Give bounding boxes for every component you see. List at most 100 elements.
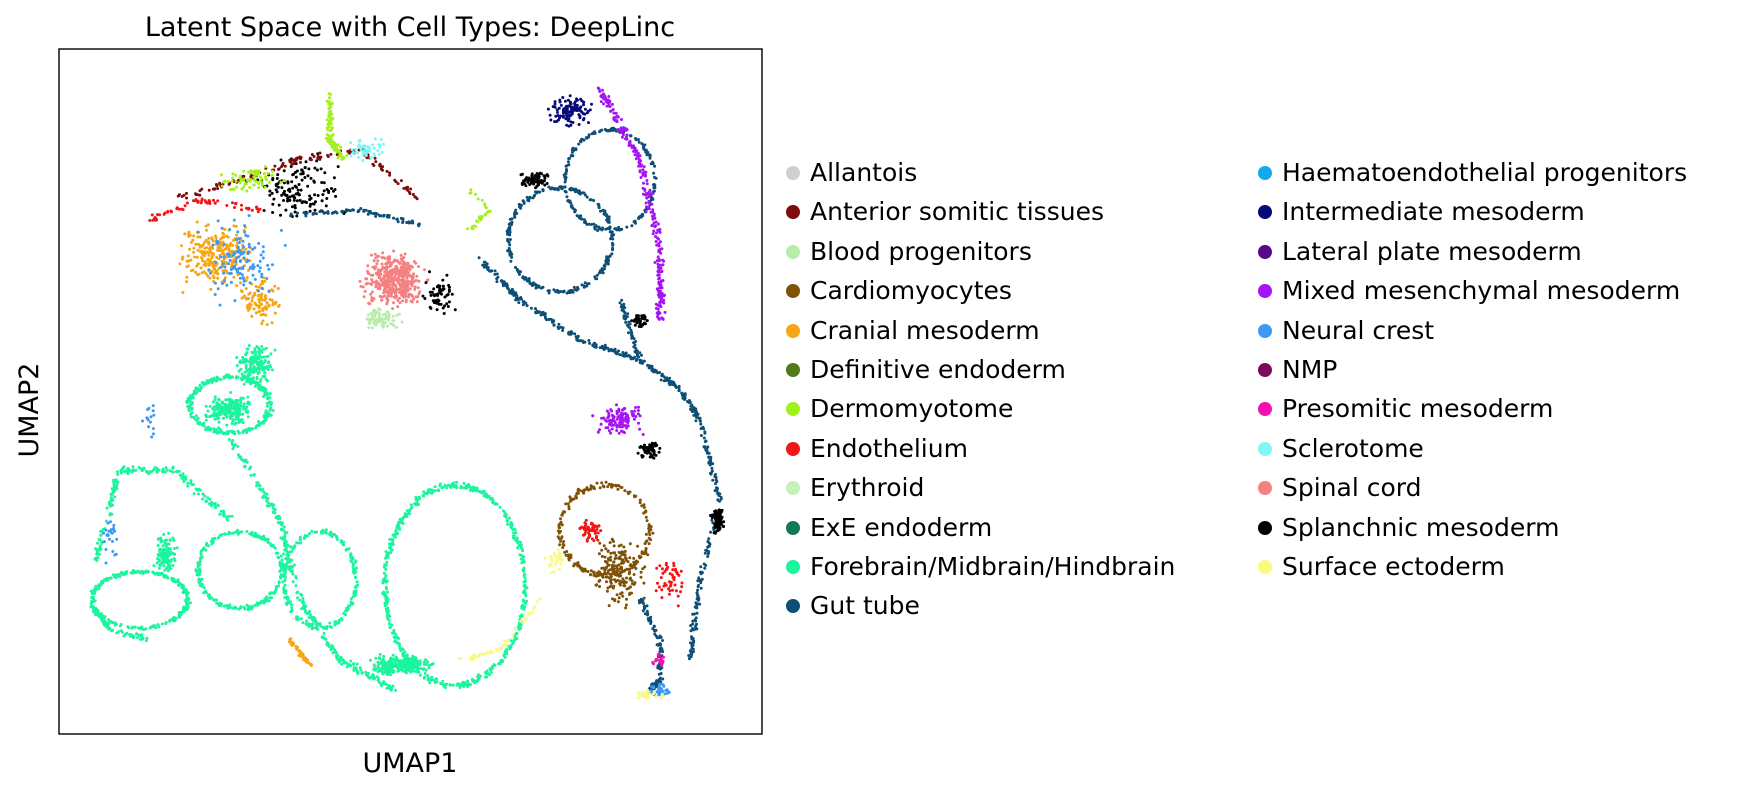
scatter-point (208, 276, 212, 280)
scatter-point (208, 404, 212, 408)
scatter-point (523, 277, 527, 281)
scatter-point (398, 274, 402, 278)
scatter-point (199, 266, 203, 270)
scatter-point (366, 313, 370, 317)
scatter-point (400, 320, 404, 324)
scatter-point (183, 204, 187, 208)
scatter-point (339, 145, 343, 149)
scatter-point (210, 236, 214, 240)
scatter-point (458, 686, 462, 689)
scatter-point (414, 495, 418, 499)
scatter-point (216, 240, 220, 244)
scatter-point (273, 164, 277, 168)
scatter-point (113, 621, 117, 625)
scatter-point (230, 179, 234, 183)
scatter-point (128, 633, 132, 636)
scatter-point (611, 246, 615, 250)
scatter-point (254, 426, 258, 430)
scatter-point (515, 268, 519, 272)
scatter-point (239, 377, 243, 381)
scatter-point (94, 556, 98, 560)
scatter-point (260, 322, 264, 326)
scatter-point (503, 514, 507, 518)
scatter-point (394, 288, 398, 292)
scatter-point (610, 233, 614, 236)
scatter-point (180, 195, 184, 198)
scatter-point (227, 262, 231, 266)
scatter-point (305, 619, 309, 623)
scatter-point (264, 346, 268, 350)
scatter-point (201, 259, 204, 263)
scatter-point (432, 287, 436, 291)
scatter-point (390, 286, 394, 290)
scatter-point (204, 548, 208, 552)
scatter-point (408, 287, 412, 291)
scatter-point (450, 292, 454, 296)
scatter-point (161, 468, 165, 472)
scatter-point (139, 634, 143, 638)
scatter-point (295, 214, 299, 218)
scatter-point (387, 551, 390, 555)
scatter-point (399, 269, 403, 273)
scatter-point (241, 267, 245, 270)
scatter-point (230, 443, 234, 446)
scatter-point (186, 598, 189, 602)
scatter-point (443, 483, 447, 487)
scatter-point (116, 472, 120, 476)
scatter-point (310, 615, 313, 619)
scatter-point (277, 167, 280, 171)
scatter-point (286, 600, 290, 604)
scatter-point (414, 295, 418, 299)
scatter-point (381, 165, 385, 169)
scatter-point (190, 411, 194, 415)
scatter-point (111, 573, 115, 577)
scatter-point (283, 583, 287, 587)
scatter-point (711, 478, 715, 482)
scatter-point (278, 515, 281, 519)
scatter-point (133, 625, 137, 629)
scatter-point (123, 632, 127, 636)
scatter-point (368, 658, 372, 662)
scatter-point (202, 252, 205, 256)
scatter-point (547, 185, 551, 189)
scatter-point (330, 126, 334, 130)
scatter-point (364, 670, 368, 674)
scatter-point (291, 580, 295, 584)
scatter-point (242, 465, 246, 469)
scatter-point (377, 152, 381, 156)
scatter-point (119, 471, 123, 475)
scatter-point (157, 554, 161, 557)
scatter-point (239, 455, 243, 459)
scatter-point (377, 143, 381, 147)
scatter-point (507, 227, 511, 231)
scatter-point (603, 128, 607, 131)
scatter-point (270, 173, 274, 177)
scatter-point (355, 583, 359, 587)
scatter-point (314, 200, 317, 204)
scatter-point (493, 663, 497, 667)
scatter-point (322, 181, 326, 185)
scatter-point (306, 174, 310, 178)
scatter-point (412, 297, 416, 301)
scatter-point (107, 618, 111, 622)
scatter-point (373, 137, 377, 141)
scatter-point (340, 618, 344, 622)
scatter-point (181, 472, 185, 476)
scatter-point (185, 201, 189, 205)
scatter-point (388, 264, 392, 268)
scatter-point (301, 172, 305, 176)
scatter-point (255, 362, 259, 366)
scatter-point (379, 308, 382, 312)
scatter-point (468, 488, 472, 492)
scatter-point (535, 284, 538, 288)
scatter-point (659, 378, 663, 382)
scatter-point (199, 387, 203, 390)
scatter-point (205, 415, 208, 419)
scatter-point (324, 204, 328, 208)
scatter-point (327, 115, 331, 119)
scatter-point (251, 376, 255, 380)
scatter-point (167, 531, 171, 535)
scatter-point (329, 152, 333, 156)
scatter-point (326, 211, 330, 215)
